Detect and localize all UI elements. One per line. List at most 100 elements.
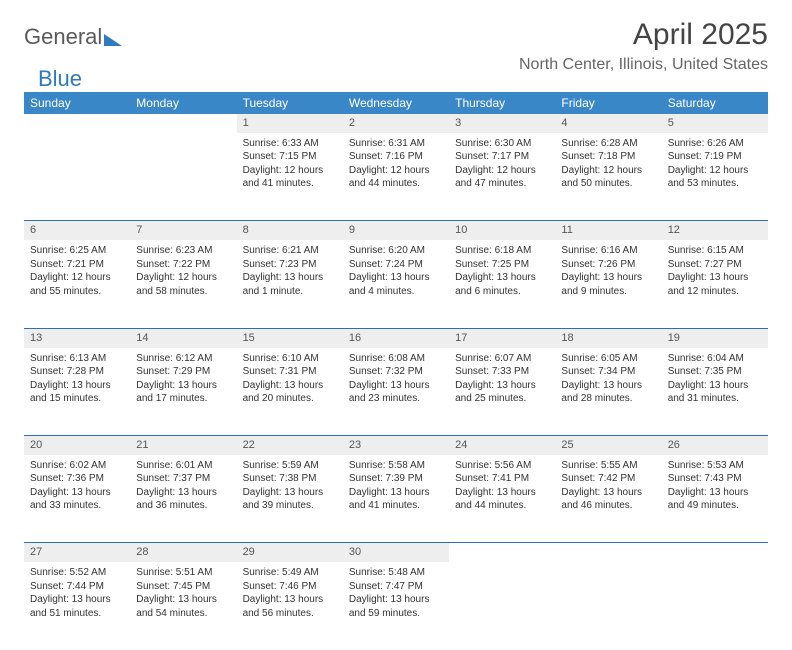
day-cell [449,562,555,650]
day-number: 12 [662,221,768,240]
sunrise-line: Sunrise: 5:58 AM [349,459,443,473]
day-cell: Sunrise: 6:12 AMSunset: 7:29 PMDaylight:… [130,348,236,436]
daylight-line: Daylight: 13 hours and 15 minutes. [30,379,124,406]
sunrise-line: Sunrise: 6:15 AM [668,244,762,258]
day-number: 27 [24,543,130,562]
daylight-line: Daylight: 13 hours and 33 minutes. [30,486,124,513]
day-number: 5 [662,114,768,133]
day-number: 18 [555,328,661,347]
day-cell: Sunrise: 5:53 AMSunset: 7:43 PMDaylight:… [662,455,768,543]
title-block: April 2025 North Center, Illinois, Unite… [519,18,768,74]
day-cell: Sunrise: 6:18 AMSunset: 7:25 PMDaylight:… [449,240,555,328]
day-header: Saturday [662,92,768,114]
day-cell: Sunrise: 6:21 AMSunset: 7:23 PMDaylight:… [237,240,343,328]
sunrise-line: Sunrise: 6:23 AM [136,244,230,258]
day-cell [24,133,130,221]
daylight-line: Daylight: 12 hours and 58 minutes. [136,271,230,298]
daylight-line: Daylight: 13 hours and 36 minutes. [136,486,230,513]
day-cell: Sunrise: 6:31 AMSunset: 7:16 PMDaylight:… [343,133,449,221]
sunset-line: Sunset: 7:41 PM [455,472,549,486]
day-cell: Sunrise: 6:02 AMSunset: 7:36 PMDaylight:… [24,455,130,543]
daylight-line: Daylight: 13 hours and 44 minutes. [455,486,549,513]
day-number-row: 6789101112 [24,221,768,240]
sunrise-line: Sunrise: 6:18 AM [455,244,549,258]
sunset-line: Sunset: 7:39 PM [349,472,443,486]
sunrise-line: Sunrise: 6:21 AM [243,244,337,258]
sunset-line: Sunset: 7:25 PM [455,258,549,272]
day-number [130,114,236,133]
sunset-line: Sunset: 7:23 PM [243,258,337,272]
daylight-line: Daylight: 13 hours and 12 minutes. [668,271,762,298]
day-cell: Sunrise: 6:04 AMSunset: 7:35 PMDaylight:… [662,348,768,436]
day-header: Monday [130,92,236,114]
sunrise-line: Sunrise: 6:10 AM [243,352,337,366]
sunset-line: Sunset: 7:22 PM [136,258,230,272]
day-number: 2 [343,114,449,133]
sunset-line: Sunset: 7:34 PM [561,365,655,379]
day-number [555,543,661,562]
day-number: 17 [449,328,555,347]
daylight-line: Daylight: 12 hours and 47 minutes. [455,164,549,191]
day-cell: Sunrise: 6:33 AMSunset: 7:15 PMDaylight:… [237,133,343,221]
daylight-line: Daylight: 13 hours and 4 minutes. [349,271,443,298]
day-cell: Sunrise: 5:48 AMSunset: 7:47 PMDaylight:… [343,562,449,650]
sunset-line: Sunset: 7:18 PM [561,150,655,164]
sunset-line: Sunset: 7:31 PM [243,365,337,379]
day-number-row: 20212223242526 [24,436,768,455]
sunset-line: Sunset: 7:19 PM [668,150,762,164]
day-number: 15 [237,328,343,347]
day-number-row: 13141516171819 [24,328,768,347]
day-number: 13 [24,328,130,347]
day-cell: Sunrise: 6:16 AMSunset: 7:26 PMDaylight:… [555,240,661,328]
day-number: 11 [555,221,661,240]
daylight-line: Daylight: 13 hours and 17 minutes. [136,379,230,406]
day-content-row: Sunrise: 6:13 AMSunset: 7:28 PMDaylight:… [24,348,768,436]
sunrise-line: Sunrise: 6:12 AM [136,352,230,366]
sunset-line: Sunset: 7:27 PM [668,258,762,272]
daylight-line: Daylight: 13 hours and 41 minutes. [349,486,443,513]
day-content-row: Sunrise: 6:33 AMSunset: 7:15 PMDaylight:… [24,133,768,221]
daylight-line: Daylight: 13 hours and 49 minutes. [668,486,762,513]
day-number: 4 [555,114,661,133]
day-cell: Sunrise: 6:01 AMSunset: 7:37 PMDaylight:… [130,455,236,543]
day-cell: Sunrise: 5:55 AMSunset: 7:42 PMDaylight:… [555,455,661,543]
day-number: 30 [343,543,449,562]
day-number: 3 [449,114,555,133]
daylight-line: Daylight: 13 hours and 59 minutes. [349,593,443,620]
sunrise-line: Sunrise: 5:56 AM [455,459,549,473]
day-number: 1 [237,114,343,133]
sunrise-line: Sunrise: 6:05 AM [561,352,655,366]
sunset-line: Sunset: 7:26 PM [561,258,655,272]
day-number: 14 [130,328,236,347]
daylight-line: Daylight: 13 hours and 54 minutes. [136,593,230,620]
day-header: Tuesday [237,92,343,114]
calendar-table: SundayMondayTuesdayWednesdayThursdayFrid… [24,92,768,650]
day-number: 16 [343,328,449,347]
daylight-line: Daylight: 13 hours and 31 minutes. [668,379,762,406]
daylight-line: Daylight: 12 hours and 50 minutes. [561,164,655,191]
logo-triangle-icon [104,34,122,46]
sunrise-line: Sunrise: 6:28 AM [561,137,655,151]
day-number: 20 [24,436,130,455]
sunset-line: Sunset: 7:35 PM [668,365,762,379]
sunset-line: Sunset: 7:38 PM [243,472,337,486]
sunset-line: Sunset: 7:36 PM [30,472,124,486]
logo-text-1: General [24,24,102,50]
day-content-row: Sunrise: 6:02 AMSunset: 7:36 PMDaylight:… [24,455,768,543]
day-header: Wednesday [343,92,449,114]
sunrise-line: Sunrise: 6:30 AM [455,137,549,151]
day-cell: Sunrise: 6:20 AMSunset: 7:24 PMDaylight:… [343,240,449,328]
sunset-line: Sunset: 7:46 PM [243,580,337,594]
sunset-line: Sunset: 7:33 PM [455,365,549,379]
day-number: 24 [449,436,555,455]
daylight-line: Daylight: 13 hours and 20 minutes. [243,379,337,406]
day-cell: Sunrise: 5:49 AMSunset: 7:46 PMDaylight:… [237,562,343,650]
logo: General [24,24,122,50]
day-number: 23 [343,436,449,455]
day-number [24,114,130,133]
daylight-line: Daylight: 13 hours and 23 minutes. [349,379,443,406]
sunrise-line: Sunrise: 5:53 AM [668,459,762,473]
day-header-row: SundayMondayTuesdayWednesdayThursdayFrid… [24,92,768,114]
day-cell [130,133,236,221]
day-cell: Sunrise: 5:59 AMSunset: 7:38 PMDaylight:… [237,455,343,543]
